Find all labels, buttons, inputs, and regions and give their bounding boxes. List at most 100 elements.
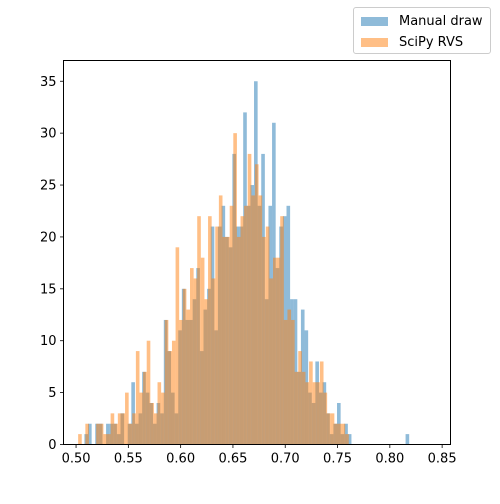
histogram-bar	[175, 247, 180, 445]
histogram-bar	[265, 226, 270, 445]
histogram-bar	[280, 216, 284, 445]
histogram-bar	[153, 413, 158, 445]
x-tick-label: 0.85	[428, 452, 457, 467]
plot-frame	[63, 60, 451, 445]
histogram-bar	[146, 340, 151, 445]
histogram-bar	[99, 423, 104, 445]
histogram-bar	[179, 319, 183, 445]
y-tick-label: 20	[40, 230, 57, 245]
histogram-bar	[341, 423, 346, 445]
histogram-bar	[135, 351, 140, 445]
histogram-bar	[190, 268, 194, 445]
histogram-bar	[193, 278, 198, 445]
y-tick-label: 25	[40, 179, 57, 194]
histogram-bar	[125, 392, 129, 445]
histogram-bar	[345, 434, 349, 445]
histogram-bar	[327, 413, 331, 445]
histogram-bar	[254, 164, 259, 445]
legend-item-manual-draw: Manual draw	[361, 11, 483, 31]
histogram-bar	[143, 371, 147, 445]
legend-label-manual-draw: Manual draw	[399, 13, 483, 29]
histogram-bar	[247, 153, 252, 445]
histogram-bar	[291, 319, 295, 445]
legend-label-scipy-rvs: SciPy RVS	[399, 34, 464, 50]
histogram-bar	[128, 423, 133, 445]
histogram-bar	[186, 309, 191, 445]
y-tick-label: 10	[40, 334, 57, 349]
histogram-bar	[215, 226, 219, 445]
histogram-bar	[301, 371, 306, 445]
histogram-bar	[316, 382, 320, 445]
histogram-bar	[211, 278, 216, 445]
legend-item-scipy-rvs: SciPy RVS	[361, 32, 463, 52]
bars-layer	[78, 81, 410, 445]
histogram-bar	[96, 423, 100, 445]
histogram-bar	[312, 382, 317, 445]
histogram-bar	[244, 205, 248, 445]
histogram-bar	[240, 216, 245, 445]
y-tick-label: 30	[40, 127, 57, 142]
histogram-bar	[269, 278, 273, 445]
histogram-bar	[171, 340, 176, 445]
x-tick-label: 0.65	[218, 452, 247, 467]
histogram-bar	[222, 236, 227, 445]
x-tick-label: 0.60	[166, 452, 195, 467]
histogram-bar	[139, 392, 144, 445]
histogram-bar	[204, 299, 209, 445]
histogram-bar	[208, 216, 212, 445]
histogram-bar	[218, 195, 223, 445]
histogram-bar	[103, 434, 108, 445]
histogram-bar	[85, 423, 89, 445]
y-tick-label: 5	[48, 386, 56, 401]
x-tick-label: 0.70	[271, 452, 300, 467]
histogram-bar	[168, 351, 172, 445]
histogram-bar	[319, 361, 324, 445]
histogram-bar	[107, 434, 111, 445]
histogram-bar	[287, 309, 292, 445]
y-tick-label: 0	[48, 438, 56, 453]
histogram-bar	[262, 236, 266, 445]
histogram-bar	[197, 216, 201, 445]
histogram-bar	[117, 413, 122, 445]
histogram-bar	[283, 319, 288, 445]
histogram-bar	[114, 423, 118, 445]
y-tick-label: 15	[40, 282, 57, 297]
y-axis: 0 5 10 15 20 25 30 35	[40, 75, 64, 453]
histogram-bar	[233, 133, 237, 445]
x-tick-label: 0.50	[62, 452, 91, 467]
histogram-bar	[164, 319, 169, 445]
x-tick-label: 0.80	[375, 452, 404, 467]
x-tick-label: 0.55	[114, 452, 143, 467]
histogram-bar	[347, 434, 352, 445]
histogram-bar	[273, 257, 277, 445]
legend-swatch-manual-draw	[361, 16, 388, 26]
histogram-bar	[294, 371, 299, 445]
histogram-bar	[305, 382, 310, 445]
histogram-bar	[309, 361, 313, 445]
histogram-bar	[334, 423, 338, 445]
x-tick-label: 0.75	[323, 452, 352, 467]
legend-swatch-scipy-rvs	[361, 37, 388, 47]
histogram-bar	[405, 434, 410, 445]
histogram-bar	[229, 205, 234, 445]
histogram-bar	[226, 236, 230, 445]
x-axis: 0.50 0.55 0.60 0.65 0.70 0.75 0.80 0.85	[62, 444, 457, 467]
histogram-bar	[161, 392, 165, 445]
histogram-bar	[323, 392, 328, 445]
histogram-bar	[276, 257, 281, 445]
histogram-bar	[251, 195, 255, 445]
y-tick-label: 35	[40, 75, 57, 90]
series-1	[78, 133, 349, 445]
histogram-bar	[132, 413, 136, 445]
histogram-bar	[150, 402, 154, 445]
histogram-bar	[157, 382, 162, 445]
histogram-bar	[88, 423, 92, 445]
histogram-bar	[182, 288, 187, 445]
histogram-bar	[236, 236, 241, 445]
histogram-bar	[121, 413, 126, 445]
histogram-bar	[330, 413, 335, 445]
histogram-bar	[110, 413, 115, 445]
histogram-bar	[200, 257, 205, 445]
